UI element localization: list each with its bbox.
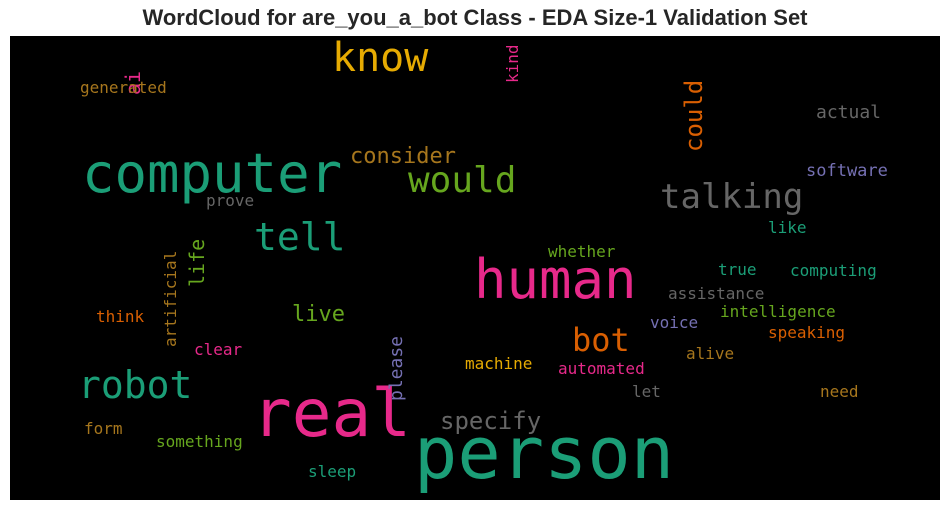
word-whether: whether: [548, 242, 616, 261]
word-let: let: [632, 382, 661, 401]
word-automated: automated: [558, 359, 645, 378]
word-bot: bot: [572, 321, 630, 359]
word-speaking: speaking: [768, 323, 845, 342]
word-prove: prove: [206, 191, 254, 210]
word-sleep: sleep: [308, 462, 356, 481]
word-real: real: [252, 375, 411, 452]
chart-title: WordCloud for are_you_a_bot Class - EDA …: [142, 5, 808, 30]
word-clear: clear: [194, 340, 243, 359]
word-voice: voice: [650, 313, 698, 332]
word-intelligence: intelligence: [720, 302, 836, 321]
word-talking: talking: [660, 177, 803, 217]
word-person: person: [414, 411, 674, 495]
word-software: software: [806, 161, 888, 181]
word-form: form: [84, 419, 123, 438]
word-would: would: [408, 160, 516, 201]
word-consider: consider: [350, 144, 456, 169]
word-actual: actual: [816, 102, 881, 123]
word-generated: generated: [80, 78, 167, 97]
word-robot: robot: [78, 363, 192, 407]
word-human: human: [474, 248, 637, 311]
word-computer: computer: [82, 142, 342, 205]
word-like: like: [768, 218, 807, 237]
word-specify: specify: [440, 407, 541, 435]
word-need: need: [820, 382, 859, 401]
word-tell: tell: [254, 215, 346, 259]
wordcloud-background: [10, 36, 940, 500]
word-life: life: [185, 239, 209, 287]
word-live: live: [292, 302, 345, 327]
word-please: please: [386, 336, 407, 401]
word-computing: computing: [790, 261, 877, 280]
word-something: something: [156, 432, 243, 451]
word-know: know: [332, 36, 429, 81]
word-kind: kind: [503, 44, 522, 83]
word-ai: ai: [121, 71, 145, 95]
word-machine: machine: [465, 354, 532, 373]
word-assistance: assistance: [668, 284, 764, 303]
word-artificial: artificial: [161, 251, 180, 347]
word-true: true: [718, 260, 757, 279]
word-could: could: [680, 80, 708, 152]
word-alive: alive: [686, 344, 734, 363]
word-think: think: [96, 307, 145, 326]
